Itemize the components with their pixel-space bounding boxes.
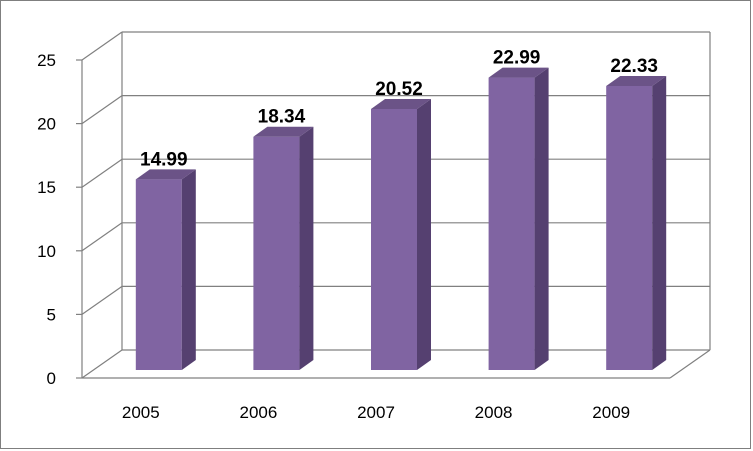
gridline-diagonal xyxy=(81,31,123,61)
bar-side-2005 xyxy=(181,169,196,370)
bar-front-2009 xyxy=(606,85,653,370)
bar-front-2008 xyxy=(488,77,535,370)
y-tick-label: 0 xyxy=(47,369,56,388)
data-label: 14.99 xyxy=(140,149,188,170)
x-tick-label: 2006 xyxy=(239,403,277,422)
bar-top-2008 xyxy=(488,67,549,78)
bar-front-2006 xyxy=(253,136,300,370)
gridline-diagonal xyxy=(81,285,123,315)
x-tick-labels: 2005 2006 2007 2008 2009 xyxy=(122,403,630,422)
y-tick-labels: 0 5 10 15 20 25 xyxy=(37,51,56,388)
gridline-diagonal xyxy=(81,222,123,252)
y-tick-label: 10 xyxy=(37,242,56,261)
bar-top-2006 xyxy=(253,126,314,137)
bar-top-2007 xyxy=(371,98,431,109)
x-tick-label: 2007 xyxy=(357,403,395,422)
gridline-diagonal xyxy=(81,95,123,125)
axes xyxy=(76,59,711,379)
x-tick-label: 2005 xyxy=(122,403,160,422)
y-tick-label: 5 xyxy=(47,305,56,324)
y-tick-label: 25 xyxy=(37,51,56,70)
chart-walls xyxy=(121,32,711,350)
data-labels: 14.99 18.34 20.52 22.99 22.33 xyxy=(140,48,658,171)
data-label: 22.33 xyxy=(610,56,658,77)
data-label: 18.34 xyxy=(258,107,306,128)
bar-side-2006 xyxy=(299,126,314,370)
y-tick-label: 20 xyxy=(37,115,56,134)
y-tick-label: 15 xyxy=(37,178,56,197)
x-tick-label: 2008 xyxy=(475,403,513,422)
bar-side-2007 xyxy=(417,98,431,371)
x-tick-label: 2009 xyxy=(592,403,630,422)
bar-front-2007 xyxy=(371,108,417,371)
data-label: 22.99 xyxy=(493,48,541,69)
bar-side-2009 xyxy=(652,75,667,370)
bar-top-2009 xyxy=(606,75,667,86)
gridline-diagonal xyxy=(81,158,123,188)
gridline-diagonal xyxy=(81,349,123,379)
bar-side-2008 xyxy=(534,67,549,370)
bar-top-2005 xyxy=(135,169,196,180)
bars xyxy=(135,67,667,371)
bar-front-2005 xyxy=(135,179,182,370)
floor-right-edge xyxy=(669,349,711,379)
data-label: 20.52 xyxy=(375,79,423,100)
